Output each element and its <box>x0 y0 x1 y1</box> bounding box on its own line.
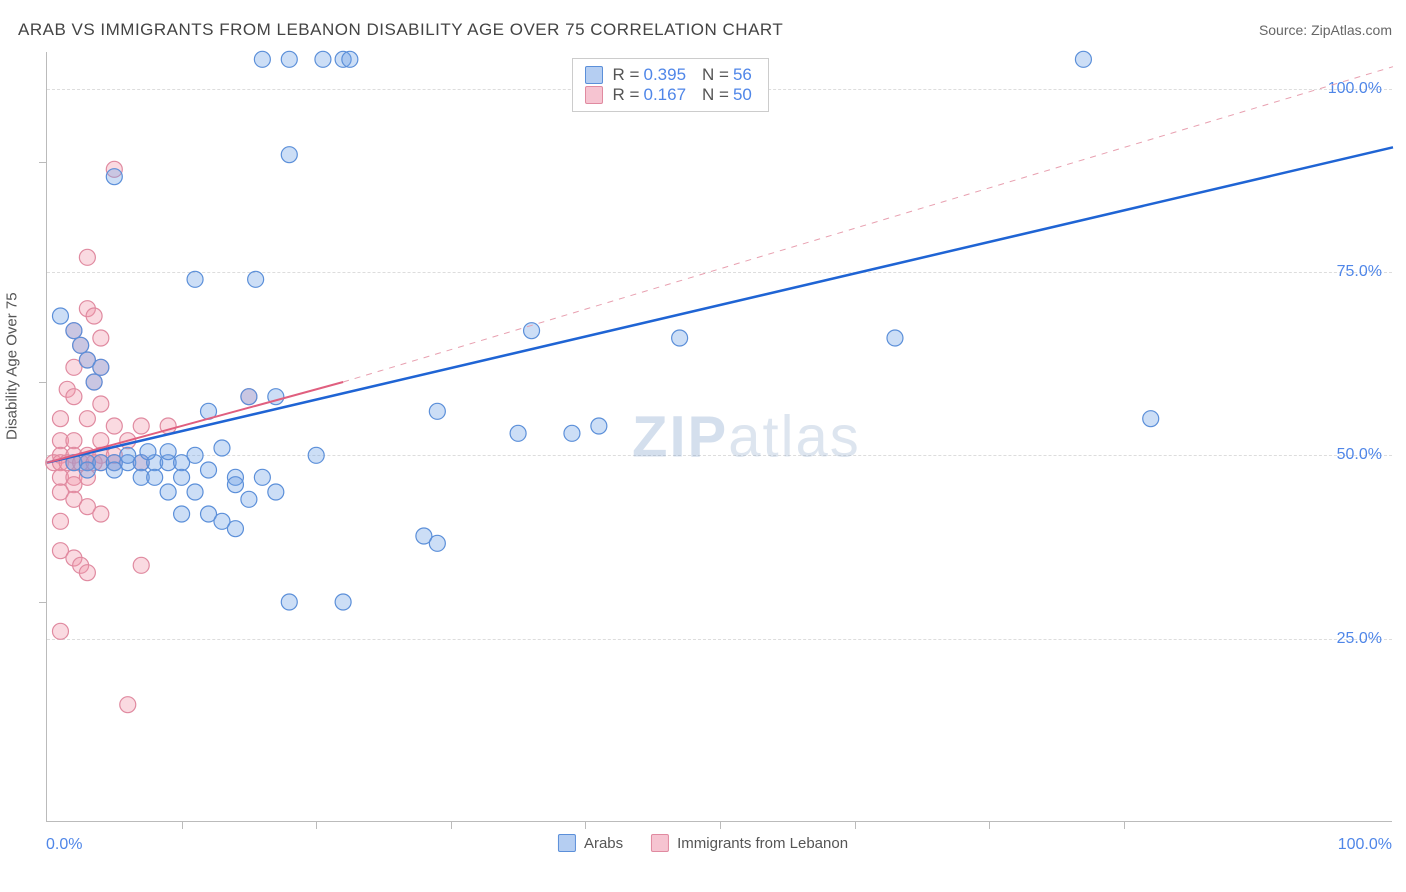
legend-swatch <box>585 66 603 84</box>
source-attribution: Source: ZipAtlas.com <box>1259 22 1392 38</box>
data-point <box>86 374 102 390</box>
data-point <box>315 51 331 67</box>
data-point <box>160 484 176 500</box>
data-point <box>73 337 89 353</box>
data-point <box>106 418 122 434</box>
data-point <box>342 51 358 67</box>
data-point <box>147 469 163 485</box>
legend-item: Arabs <box>558 834 623 852</box>
y-axis-title: Disability Age Over 75 <box>4 292 21 440</box>
chart-title: ARAB VS IMMIGRANTS FROM LEBANON DISABILI… <box>18 20 783 40</box>
data-point <box>93 330 109 346</box>
stats-row: R = 0.395N = 56 <box>585 65 756 85</box>
data-point <box>52 411 68 427</box>
data-point <box>268 484 284 500</box>
data-point <box>106 462 122 478</box>
data-point <box>187 484 203 500</box>
data-point <box>241 491 257 507</box>
data-point <box>248 271 264 287</box>
data-point <box>227 477 243 493</box>
data-point <box>564 425 580 441</box>
data-point <box>1075 51 1091 67</box>
stats-row: R = 0.167N = 50 <box>585 85 756 105</box>
data-point <box>160 444 176 460</box>
x-tick <box>989 821 990 829</box>
data-point <box>214 440 230 456</box>
x-tick <box>182 821 183 829</box>
data-point <box>254 469 270 485</box>
x-tick <box>585 821 586 829</box>
data-point <box>79 249 95 265</box>
trend-line-ext <box>343 67 1393 382</box>
data-point <box>308 447 324 463</box>
data-point <box>241 389 257 405</box>
x-axis-min-label: 0.0% <box>46 836 82 854</box>
x-tick <box>1124 821 1125 829</box>
data-point <box>187 271 203 287</box>
data-point <box>510 425 526 441</box>
legend-swatch <box>651 834 669 852</box>
legend-label: Immigrants from Lebanon <box>677 835 848 852</box>
data-point <box>120 697 136 713</box>
x-tick <box>720 821 721 829</box>
data-point <box>66 323 82 339</box>
data-point <box>133 557 149 573</box>
data-point <box>106 169 122 185</box>
data-point <box>1143 411 1159 427</box>
bottom-legend: Arabs Immigrants from Lebanon <box>558 834 848 852</box>
y-tick <box>39 382 47 383</box>
data-point <box>335 594 351 610</box>
data-point <box>591 418 607 434</box>
data-point <box>254 51 270 67</box>
stats-legend: R = 0.395N = 56R = 0.167N = 50 <box>572 58 769 112</box>
data-point <box>140 444 156 460</box>
data-point <box>887 330 903 346</box>
y-tick <box>39 162 47 163</box>
scatter-svg <box>47 52 1392 821</box>
data-point <box>201 462 217 478</box>
data-point <box>133 418 149 434</box>
legend-swatch <box>558 834 576 852</box>
data-point <box>174 469 190 485</box>
data-point <box>79 462 95 478</box>
data-point <box>281 594 297 610</box>
x-tick <box>855 821 856 829</box>
data-point <box>52 308 68 324</box>
x-tick <box>316 821 317 829</box>
x-tick <box>451 821 452 829</box>
data-point <box>281 51 297 67</box>
x-axis-max-label: 100.0% <box>1338 836 1392 854</box>
data-point <box>93 396 109 412</box>
data-point <box>79 411 95 427</box>
data-point <box>429 403 445 419</box>
data-point <box>227 521 243 537</box>
data-point <box>66 389 82 405</box>
scatter-plot-area: 25.0%50.0%75.0%100.0% ZIPatlas R = 0.395… <box>46 52 1392 822</box>
data-point <box>86 308 102 324</box>
data-point <box>187 447 203 463</box>
data-point <box>52 513 68 529</box>
data-point <box>174 506 190 522</box>
data-point <box>66 433 82 449</box>
data-point <box>93 506 109 522</box>
data-point <box>79 565 95 581</box>
data-point <box>93 359 109 375</box>
legend-item: Immigrants from Lebanon <box>651 834 848 852</box>
data-point <box>120 447 136 463</box>
data-point <box>429 535 445 551</box>
data-point <box>672 330 688 346</box>
legend-swatch <box>585 86 603 104</box>
data-point <box>281 147 297 163</box>
data-point <box>52 623 68 639</box>
trend-line <box>47 147 1393 462</box>
y-tick <box>39 602 47 603</box>
legend-label: Arabs <box>584 835 623 852</box>
